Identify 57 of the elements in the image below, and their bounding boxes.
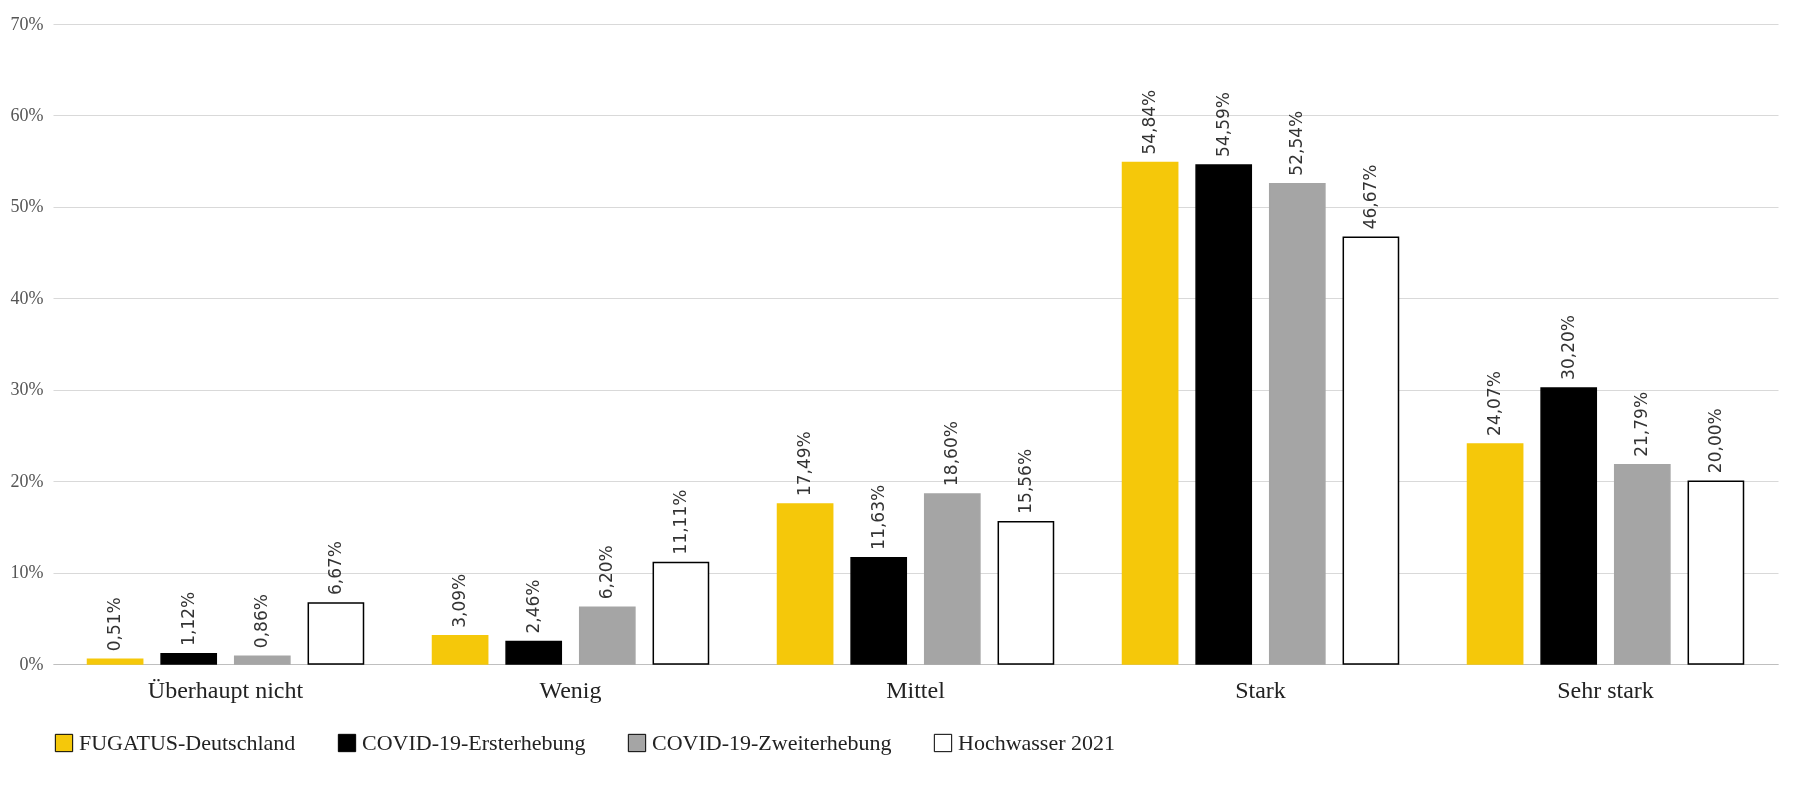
data-label: 54,59% xyxy=(1212,92,1233,157)
data-label: 17,49% xyxy=(794,431,815,497)
data-label: 18,60% xyxy=(941,421,962,486)
y-tick-label: 60% xyxy=(10,104,44,125)
legend-label: COVID-19-Ersterhebung xyxy=(362,730,586,755)
data-label: 30,20% xyxy=(1557,315,1578,380)
data-label: 11,11% xyxy=(669,489,690,555)
x-tick-label: Wenig xyxy=(539,676,602,703)
data-label: 0,86% xyxy=(251,594,272,649)
legend-label: FUGATUS-Deutschland xyxy=(79,730,296,755)
bar xyxy=(505,640,563,665)
data-label: 21,79% xyxy=(1631,391,1652,457)
bar xyxy=(1195,164,1253,665)
bar xyxy=(1687,480,1745,665)
y-tick-label: 10% xyxy=(10,562,44,583)
bar xyxy=(431,635,489,665)
bar xyxy=(652,561,710,665)
x-tick-label: Sehr stark xyxy=(1557,676,1654,703)
data-label: 3,09% xyxy=(449,573,470,628)
y-tick-label: 30% xyxy=(10,379,44,400)
x-tick-label: Stark xyxy=(1235,676,1286,703)
bar xyxy=(923,493,981,665)
data-label: 54,84% xyxy=(1139,89,1160,155)
legend-label: Hochwasser 2021 xyxy=(958,730,1116,755)
data-label: 46,67% xyxy=(1359,164,1380,230)
data-label: 2,46% xyxy=(522,579,543,634)
data-label: 6,67% xyxy=(324,541,345,596)
x-tick-label: Mittel xyxy=(886,676,946,703)
y-tick-label: 0% xyxy=(19,653,44,674)
bar xyxy=(776,503,834,665)
bar xyxy=(233,655,291,665)
bar xyxy=(1342,236,1400,665)
legend-label: COVID-19-Zweiterhebung xyxy=(652,730,892,755)
bar xyxy=(1540,387,1598,665)
data-label: 24,07% xyxy=(1484,371,1505,436)
data-label: 15,56% xyxy=(1014,448,1035,514)
bar xyxy=(578,606,636,665)
data-label: 1,12% xyxy=(177,591,198,646)
data-label: 6,20% xyxy=(596,545,617,600)
data-label: 52,54% xyxy=(1286,110,1307,176)
y-tick-label: 20% xyxy=(10,470,44,491)
bar xyxy=(1613,464,1671,665)
y-tick-label: 70% xyxy=(10,13,44,34)
y-tick-label: 40% xyxy=(10,287,44,308)
y-tick-label: 50% xyxy=(10,196,44,217)
data-label: 0,51% xyxy=(104,597,125,652)
data-label: 20,00% xyxy=(1704,408,1725,474)
bar xyxy=(160,653,218,665)
bar xyxy=(1268,182,1326,665)
bar xyxy=(86,658,144,665)
bar xyxy=(307,602,365,665)
bar xyxy=(850,556,908,665)
bar xyxy=(997,520,1055,665)
bar xyxy=(1121,161,1179,665)
data-label: 11,63% xyxy=(867,484,888,550)
x-tick-label: Überhaupt nicht xyxy=(147,676,304,703)
bar xyxy=(1466,443,1524,665)
